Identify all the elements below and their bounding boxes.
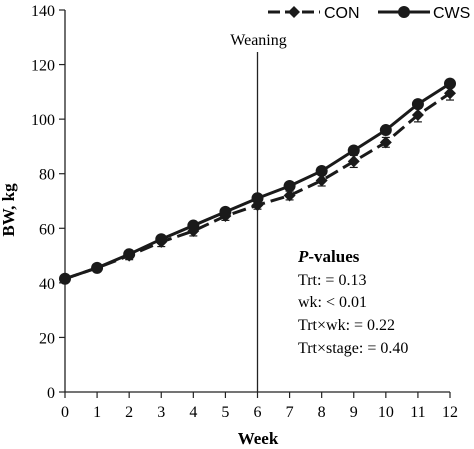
- x-tick-label: 2: [125, 404, 133, 421]
- data-point: [411, 98, 424, 111]
- y-tick-label: 100: [31, 112, 55, 129]
- y-tick-label: 60: [39, 221, 55, 238]
- data-point: [123, 248, 136, 261]
- x-ticks: 0 1 2 3 4 5 6 7 8 9 10 11 12: [61, 392, 458, 421]
- data-point: [444, 77, 456, 90]
- x-tick-label: 4: [189, 404, 197, 421]
- data-point: [411, 109, 424, 122]
- x-tick-label: 3: [157, 404, 165, 421]
- data-point: [283, 189, 296, 202]
- series-layer: [59, 77, 456, 285]
- data-point: [347, 144, 360, 157]
- legend: CON CWS: [268, 5, 470, 22]
- x-tick-label: 0: [61, 404, 69, 421]
- data-point: [155, 233, 168, 246]
- x-tick-label: 9: [350, 404, 358, 421]
- p-values-title: P-values: [297, 247, 360, 266]
- legend-marker: [398, 6, 410, 18]
- x-tick-label: 10: [378, 404, 394, 421]
- data-point: [187, 219, 200, 232]
- data-point: [379, 124, 392, 137]
- data-point: [59, 272, 71, 285]
- y-tick-label: 40: [39, 276, 55, 293]
- x-axis-label: Week: [238, 429, 279, 448]
- y-tick-label: 0: [47, 385, 55, 402]
- legend-label: CWS: [433, 5, 470, 22]
- data-point: [444, 87, 456, 100]
- x-tick-label: 11: [410, 404, 425, 421]
- series-cws: [59, 77, 456, 285]
- data-point: [315, 164, 328, 177]
- data-point: [315, 174, 328, 187]
- data-point: [219, 205, 232, 218]
- y-tick-label: 120: [31, 58, 55, 75]
- legend-item-cws: CWS: [378, 5, 470, 22]
- legend-item-con: CON: [268, 5, 360, 22]
- y-tick-label: 140: [31, 3, 55, 20]
- x-tick-label: 12: [442, 404, 458, 421]
- p-values-box: P-values Trt: = 0.13 wk: < 0.01 Trt×wk: …: [297, 247, 408, 357]
- x-tick-label: 5: [221, 404, 229, 421]
- y-tick-label: 20: [39, 330, 55, 347]
- p-value-wk: wk: < 0.01: [298, 294, 367, 311]
- data-point: [251, 192, 264, 205]
- data-point: [347, 155, 360, 168]
- y-axis-label: BW, kg: [0, 183, 18, 237]
- y-ticks: 0 20 40 60 80 100 120 140: [31, 3, 65, 402]
- data-point: [91, 261, 104, 274]
- legend-label: CON: [324, 5, 360, 22]
- x-tick-label: 1: [93, 404, 101, 421]
- p-value-trt: Trt: = 0.13: [298, 272, 366, 289]
- legend-marker: [288, 6, 300, 18]
- x-tick-label: 8: [318, 404, 326, 421]
- weaning-label: Weaning: [230, 32, 286, 49]
- data-point: [283, 179, 296, 192]
- p-value-trt-wk: Trt×wk: = 0.22: [298, 317, 395, 334]
- x-tick-label: 7: [286, 404, 294, 421]
- y-tick-label: 80: [39, 167, 55, 184]
- x-tick-label: 6: [254, 404, 262, 421]
- p-value-trt-stage: Trt×stage: = 0.40: [298, 340, 408, 357]
- weaning-marker: Weaning: [230, 32, 287, 392]
- data-point: [379, 136, 392, 149]
